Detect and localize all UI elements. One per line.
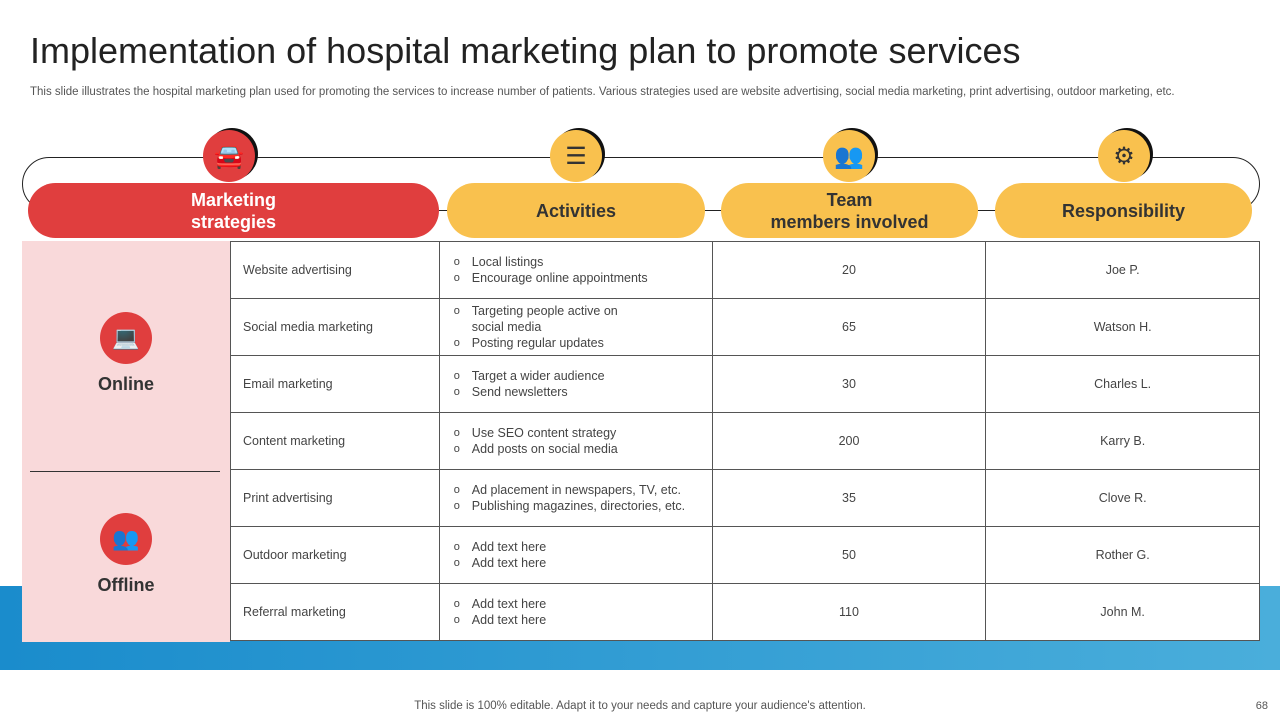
responsibility-cell: Joe P. <box>985 241 1260 299</box>
strategy-cell: Referral marketing <box>230 583 440 641</box>
strategy-cell: Outdoor marketing <box>230 526 440 584</box>
activities-cell: Target a wider audienceSend newsletters <box>438 355 713 413</box>
members-cell: 35 <box>711 469 987 527</box>
page-title: Implementation of hospital marketing pla… <box>30 30 1021 71</box>
activities-list: Targeting people active on social mediaP… <box>454 303 644 351</box>
car-gear-icon: 🚘 <box>203 130 255 182</box>
activity-item: Targeting people active on social media <box>454 303 644 335</box>
activity-item: Add text here <box>454 596 712 612</box>
checklist-icon: ☰ <box>550 130 602 182</box>
activity-item: Add text here <box>454 612 712 628</box>
activities-list: Add text hereAdd text here <box>454 539 712 571</box>
activity-item: Local listings <box>454 254 712 270</box>
strategy-cell: Content marketing <box>230 412 440 470</box>
page-subtitle: This slide illustrates the hospital mark… <box>30 86 1175 98</box>
activity-item: Posting regular updates <box>454 335 644 351</box>
activity-item: Ad placement in newspapers, TV, etc. <box>454 482 712 498</box>
table-row: Print advertising Ad placement in newspa… <box>230 469 1260 527</box>
segment-divider <box>30 471 220 472</box>
activities-cell: Local listingsEncourage online appointme… <box>438 241 713 299</box>
table-row: Website advertising Local listingsEncour… <box>230 241 1260 299</box>
header-activities: Activities <box>447 183 705 238</box>
members-cell: 200 <box>711 412 987 470</box>
activities-cell: Targeting people active on social mediaP… <box>438 298 713 356</box>
header-label: Team <box>826 189 873 210</box>
activity-item: Use SEO content strategy <box>454 425 712 441</box>
activities-list: Use SEO content strategyAdd posts on soc… <box>454 425 712 457</box>
activity-item: Encourage online appointments <box>454 270 712 286</box>
strategy-cell: Website advertising <box>230 241 440 299</box>
activity-item: Target a wider audience <box>454 368 712 384</box>
laptop-user-icon: 💻 <box>100 312 152 364</box>
segment-label: Online <box>97 374 154 394</box>
members-cell: 50 <box>711 526 987 584</box>
responsibility-cell: Rother G. <box>985 526 1260 584</box>
members-cell: 30 <box>711 355 987 413</box>
header-label: members involved <box>770 211 929 232</box>
activity-item: Add text here <box>454 539 712 555</box>
responsibility-cell: Karry B. <box>985 412 1260 470</box>
table-row: Outdoor marketing Add text hereAdd text … <box>230 526 1260 584</box>
activities-cell: Ad placement in newspapers, TV, etc.Publ… <box>438 469 713 527</box>
footer-text: This slide is 100% editable. Adapt it to… <box>414 700 866 712</box>
activities-cell: Add text hereAdd text here <box>438 583 713 641</box>
hand-gear-icon: ⚙ <box>1098 130 1150 182</box>
header-label: Marketing <box>190 189 276 210</box>
header-team-members: Team members involved <box>721 183 978 238</box>
header-label: strategies <box>190 211 277 232</box>
responsibility-cell: Clove R. <box>985 469 1260 527</box>
header-responsibility: Responsibility <box>995 183 1252 238</box>
strategy-cell: Social media marketing <box>230 298 440 356</box>
strategy-cell: Print advertising <box>230 469 440 527</box>
activities-list: Local listingsEncourage online appointme… <box>454 254 712 286</box>
table-row: Email marketing Target a wider audienceS… <box>230 355 1260 413</box>
responsibility-cell: Charles L. <box>985 355 1260 413</box>
activity-item: Add text here <box>454 555 712 571</box>
members-cell: 65 <box>711 298 987 356</box>
activities-list: Ad placement in newspapers, TV, etc.Publ… <box>454 482 712 514</box>
team-icon: 👥 <box>823 130 875 182</box>
meeting-icon: 👥 <box>100 513 152 565</box>
segment-panel: 💻 Online 👥 Offline <box>22 241 230 642</box>
table-row: Social media marketing Targeting people … <box>230 298 1260 356</box>
activities-list: Target a wider audienceSend newsletters <box>454 368 712 400</box>
activity-item: Publishing magazines, directories, etc. <box>454 498 712 514</box>
activities-list: Add text hereAdd text here <box>454 596 712 628</box>
segment-offline: 👥 Offline <box>22 513 230 596</box>
activities-cell: Use SEO content strategyAdd posts on soc… <box>438 412 713 470</box>
segment-label: Offline <box>97 575 155 595</box>
members-cell: 20 <box>711 241 987 299</box>
header-label: Activities <box>535 200 617 221</box>
activity-item: Add posts on social media <box>454 441 712 457</box>
responsibility-cell: John M. <box>985 583 1260 641</box>
marketing-table: Website advertising Local listingsEncour… <box>230 241 1260 641</box>
responsibility-cell: Watson H. <box>985 298 1260 356</box>
header-marketing-strategies: Marketing strategies <box>28 183 439 238</box>
page-number: 68 <box>1255 700 1268 712</box>
segment-online: 💻 Online <box>22 312 230 395</box>
table-row: Content marketing Use SEO content strate… <box>230 412 1260 470</box>
header-label: Responsibility <box>1061 200 1186 221</box>
activities-cell: Add text hereAdd text here <box>438 526 713 584</box>
activity-item: Send newsletters <box>454 384 712 400</box>
table-row: Referral marketing Add text hereAdd text… <box>230 583 1260 641</box>
strategy-cell: Email marketing <box>230 355 440 413</box>
members-cell: 110 <box>711 583 987 641</box>
